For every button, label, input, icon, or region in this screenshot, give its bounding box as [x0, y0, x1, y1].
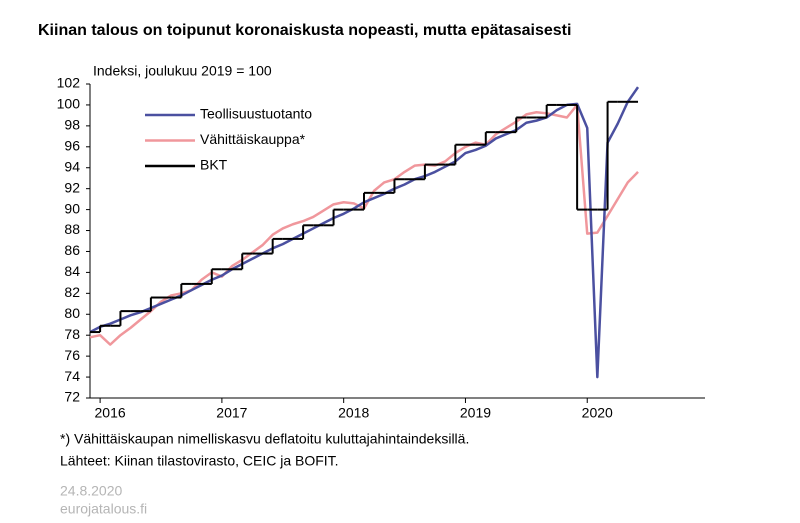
y-tick-label: 94	[64, 158, 80, 174]
y-tick-label: 100	[57, 96, 81, 112]
y-tick-label: 78	[64, 326, 80, 342]
date: 24.8.2020	[60, 483, 122, 499]
y-tick-label: 82	[64, 284, 80, 300]
y-tick-label: 76	[64, 347, 80, 363]
site: eurojatalous.fi	[60, 501, 147, 517]
x-tick-label: 2016	[95, 405, 126, 421]
y-tick-label: 92	[64, 179, 80, 195]
y-tick-label: 98	[64, 117, 80, 133]
x-tick-label: 2019	[460, 405, 491, 421]
y-tick-label: 72	[64, 389, 80, 405]
x-tick-label: 2018	[338, 405, 369, 421]
subtitle: Indeksi, joulukuu 2019 = 100	[93, 63, 272, 79]
y-tick-label: 90	[64, 200, 80, 216]
footnote: *) Vähittäiskaupan nimelliskasvu deflato…	[60, 431, 469, 447]
source: Lähteet: Kiinan tilastovirasto, CEIC ja …	[60, 453, 339, 469]
x-tick-label: 2020	[582, 405, 613, 421]
y-tick-label: 86	[64, 242, 80, 258]
y-tick-label: 96	[64, 138, 80, 154]
y-tick-label: 88	[64, 221, 80, 237]
chart-title: Kiinan talous on toipunut koronaiskusta …	[38, 22, 571, 39]
y-tick-label: 80	[64, 305, 80, 321]
x-tick-label: 2017	[216, 405, 247, 421]
legend-label: Teollisuustuotanto	[200, 106, 312, 122]
y-tick-label: 74	[64, 368, 80, 384]
legend-label: BKT	[200, 157, 228, 173]
y-tick-label: 102	[57, 75, 81, 91]
y-tick-label: 84	[64, 263, 80, 279]
legend-label: Vähittäiskauppa*	[200, 131, 306, 147]
series-line	[89, 86, 640, 379]
